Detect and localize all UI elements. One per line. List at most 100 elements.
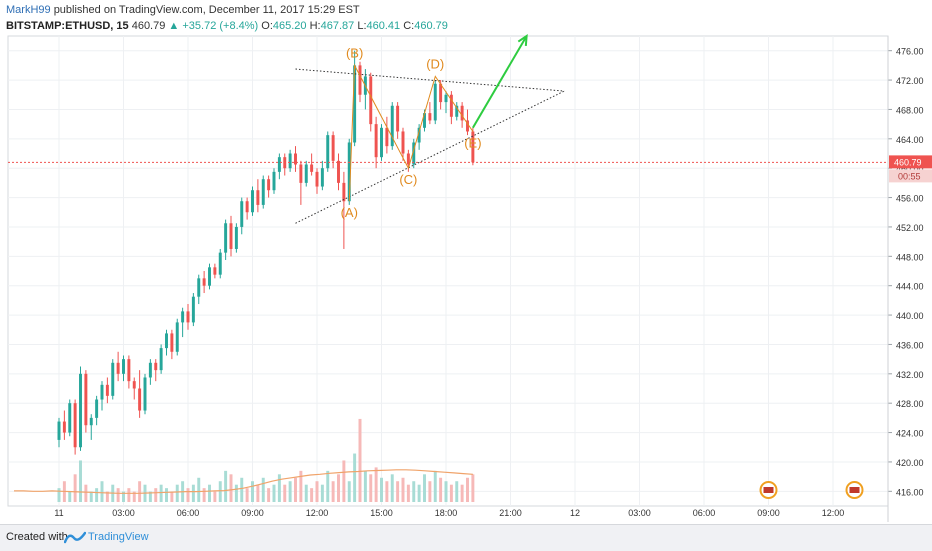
- candle-body: [369, 76, 373, 125]
- symbol-info: BITSTAMP:ETHUSD, 15 460.79 ▲ +35.72 (+8.…: [6, 20, 448, 32]
- volume-bar: [197, 477, 201, 502]
- volume-bar: [256, 484, 260, 502]
- candle-body: [406, 153, 410, 165]
- volume-bar: [353, 453, 357, 502]
- y-tick-label: 440.00: [896, 311, 924, 321]
- candles: [57, 50, 475, 455]
- candle-body: [191, 296, 195, 323]
- volume-bar: [186, 488, 190, 502]
- candle-body: [466, 120, 469, 132]
- candle-body: [417, 127, 421, 143]
- candle-body: [132, 381, 136, 389]
- volume-bar: [116, 488, 120, 502]
- plot-frame: [7, 35, 889, 507]
- footer: Created with TradingView: [0, 524, 932, 551]
- volume-bar: [401, 477, 405, 502]
- candle-body: [159, 348, 163, 371]
- candle-body: [299, 164, 303, 183]
- candle-body: [390, 105, 394, 147]
- candle-body: [396, 105, 400, 132]
- x-tick-label: 09:00: [757, 508, 780, 518]
- x-tick-label: 06:00: [177, 508, 200, 518]
- x-tick-label: 03:00: [112, 508, 135, 518]
- grid: [7, 35, 889, 507]
- candlestick-chart[interactable]: (A) (B) (C) (D) (E) 416.00 420.00 424.00 428.00…: [0, 0, 932, 524]
- candle-body: [116, 362, 120, 374]
- volume-bar: [148, 491, 152, 502]
- tradingview-logo-icon[interactable]: [64, 530, 86, 544]
- economic-events: [759, 481, 864, 499]
- tradingview-link[interactable]: TradingView: [88, 531, 149, 543]
- x-tick-label: 15:00: [370, 508, 393, 518]
- volume-bar: [369, 474, 373, 502]
- wave-label: (E): [464, 135, 481, 150]
- symbol-label[interactable]: BITSTAMP:ETHUSD, 15: [6, 20, 129, 32]
- author-link[interactable]: MarkH99: [6, 4, 51, 16]
- candle-body: [240, 201, 244, 227]
- candle-body: [213, 267, 217, 275]
- candle-body: [460, 105, 464, 121]
- candle-body: [224, 223, 228, 253]
- breakout-arrowhead: [517, 34, 528, 47]
- candle-body: [170, 333, 174, 352]
- candle-body: [234, 226, 238, 249]
- volume-bar: [288, 481, 292, 502]
- y-tick-label: 444.00: [896, 282, 924, 292]
- open-label: O:: [261, 20, 273, 32]
- candle-body: [267, 179, 271, 191]
- candle-body: [202, 278, 206, 286]
- candle-body: [122, 359, 125, 374]
- volume-bar: [412, 481, 416, 502]
- flag-stripe: [849, 487, 860, 493]
- volume-bar: [304, 484, 308, 502]
- candle-body: [401, 131, 405, 154]
- y-tick-label: 460.00: [896, 164, 924, 174]
- candle-body: [181, 311, 185, 323]
- volume-bar: [218, 481, 222, 502]
- price-axis[interactable]: 416.00 420.00 424.00 428.00 432.00 436.00 440.…: [887, 36, 932, 522]
- y-tick-label: 420.00: [896, 458, 924, 468]
- candle-body: [374, 124, 378, 158]
- lower-trendline: [295, 90, 565, 224]
- candle-body: [358, 65, 362, 95]
- time-axis[interactable]: 11 03:00 06:00 09:00 12:00 15:00 18:00 21:00 12 0…: [54, 508, 844, 518]
- candle-body: [100, 384, 104, 400]
- candle-body: [439, 83, 443, 103]
- volume-bar: [466, 477, 469, 502]
- candle-body: [261, 179, 265, 205]
- wave-path: [348, 63, 474, 202]
- candle-body: [84, 373, 88, 426]
- volume-bar: [202, 488, 206, 502]
- x-tick-label: 12:00: [306, 508, 329, 518]
- open-value: 465.20: [272, 20, 307, 32]
- volume-bar: [213, 491, 217, 502]
- high-label: H:: [309, 20, 321, 32]
- created-with-text: Created with: [6, 531, 68, 543]
- volume-bar: [342, 460, 346, 502]
- volume-bar: [245, 488, 249, 502]
- pattern-annotations: (A) (B) (C) (D) (E): [8, 34, 888, 224]
- candle-body: [342, 182, 346, 202]
- low-value: 460.41: [366, 20, 401, 32]
- volume-bar: [406, 484, 410, 502]
- candle-body: [294, 153, 297, 165]
- x-tick-label: 12: [570, 508, 580, 518]
- volume-bar: [138, 481, 142, 502]
- volume-bar: [159, 484, 163, 502]
- price-change: ▲ +35.72 (+8.4%): [168, 20, 259, 32]
- breakout-arrow: [472, 35, 528, 129]
- volume-bar: [428, 481, 432, 502]
- candle-body: [251, 190, 254, 213]
- y-tick-label: 424.00: [896, 429, 924, 439]
- countdown-label: 00:55: [898, 171, 921, 181]
- volume-bars: [57, 418, 475, 502]
- volume-bar: [277, 474, 281, 502]
- volume-bar: [385, 481, 389, 502]
- volume-bar: [417, 484, 421, 502]
- volume-bar: [100, 481, 104, 502]
- y-tick-label: 452.00: [896, 223, 924, 233]
- candle-body: [326, 135, 330, 169]
- chart-header: MarkH99 published on TradingView.com, De…: [0, 0, 932, 36]
- y-tick-label: 456.00: [896, 194, 924, 204]
- x-tick-label: 18:00: [435, 508, 458, 518]
